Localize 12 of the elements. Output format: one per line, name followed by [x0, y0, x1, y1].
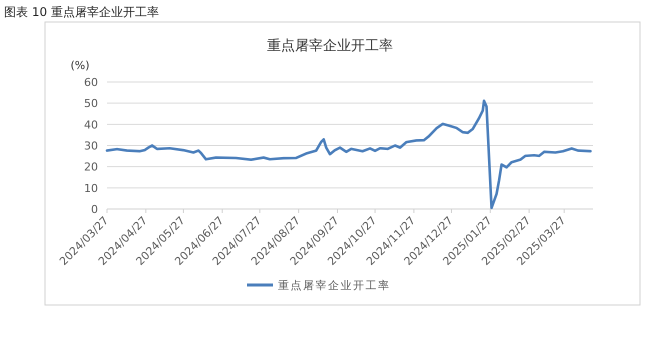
y-tick-label: 60 — [84, 76, 98, 89]
chart-title: 图表 10 重点屠宰企业开工率 — [4, 5, 159, 19]
y-tick-label: 40 — [84, 118, 98, 132]
y-tick-label: 20 — [84, 160, 98, 174]
legend-label: 重点屠宰企业开工率 — [278, 279, 390, 292]
y-tick-label: 50 — [84, 97, 98, 110]
y-tick-label: 0 — [91, 203, 98, 216]
y-axis-title: (%) — [70, 59, 90, 72]
line-series — [106, 100, 592, 210]
y-tick-label: 30 — [84, 140, 98, 152]
chart-subtitle: 重点屠宰企业开工率 — [267, 38, 393, 54]
y-tick-label: 10 — [84, 182, 98, 195]
